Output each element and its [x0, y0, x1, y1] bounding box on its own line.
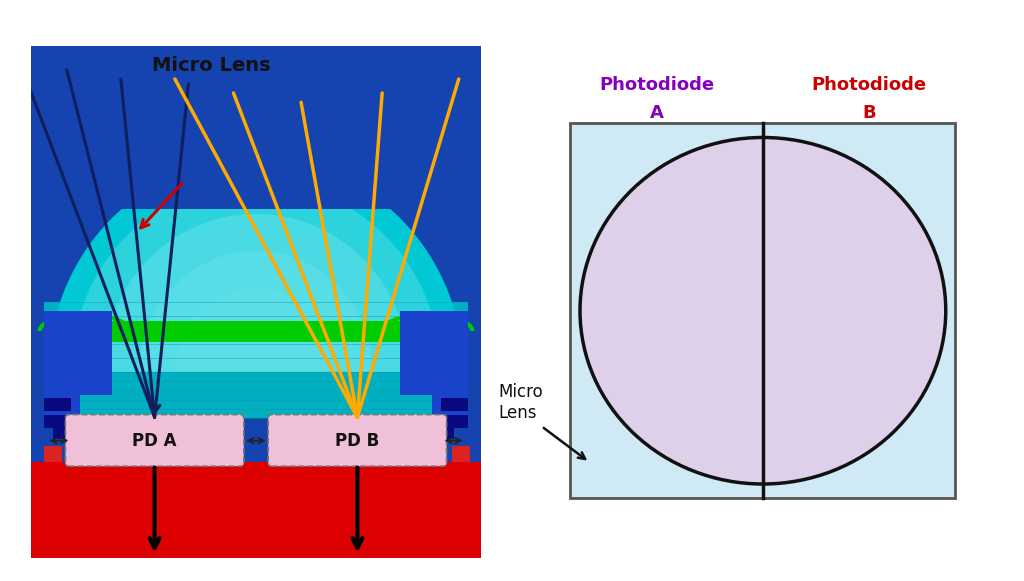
Bar — [570, 123, 955, 498]
Bar — [452, 446, 470, 462]
Bar — [44, 321, 468, 335]
Wedge shape — [139, 251, 373, 372]
Ellipse shape — [580, 138, 946, 484]
Bar — [31, 46, 481, 465]
Bar — [440, 399, 468, 411]
Bar — [44, 302, 468, 418]
Bar — [31, 46, 481, 209]
Bar — [44, 347, 468, 361]
FancyBboxPatch shape — [66, 415, 244, 466]
Text: PD B: PD B — [335, 432, 380, 450]
Bar — [44, 386, 468, 400]
Bar — [53, 321, 459, 342]
Text: A: A — [650, 105, 664, 123]
Text: Micro Lens: Micro Lens — [152, 56, 270, 74]
Bar — [440, 415, 468, 428]
Bar — [44, 360, 468, 374]
FancyBboxPatch shape — [268, 415, 446, 466]
Bar — [44, 373, 468, 387]
Text: B: B — [862, 105, 876, 123]
Bar — [44, 395, 80, 418]
Wedge shape — [175, 288, 337, 372]
Text: Micro
Lens: Micro Lens — [498, 383, 543, 422]
Bar — [31, 462, 481, 558]
Wedge shape — [72, 181, 440, 372]
Wedge shape — [102, 214, 410, 372]
Wedge shape — [49, 158, 463, 372]
Bar — [44, 311, 112, 395]
Bar — [44, 446, 62, 462]
Bar — [44, 415, 72, 428]
Text: PD A: PD A — [132, 432, 177, 450]
Bar — [53, 426, 72, 439]
Bar — [44, 399, 72, 411]
Bar — [436, 426, 455, 439]
Bar — [432, 395, 468, 418]
Bar — [85, 426, 102, 439]
Bar — [400, 311, 468, 395]
Text: Photodiode: Photodiode — [599, 76, 715, 94]
Bar — [404, 426, 423, 439]
Bar — [44, 333, 468, 347]
Text: Photodiode: Photodiode — [811, 76, 927, 94]
